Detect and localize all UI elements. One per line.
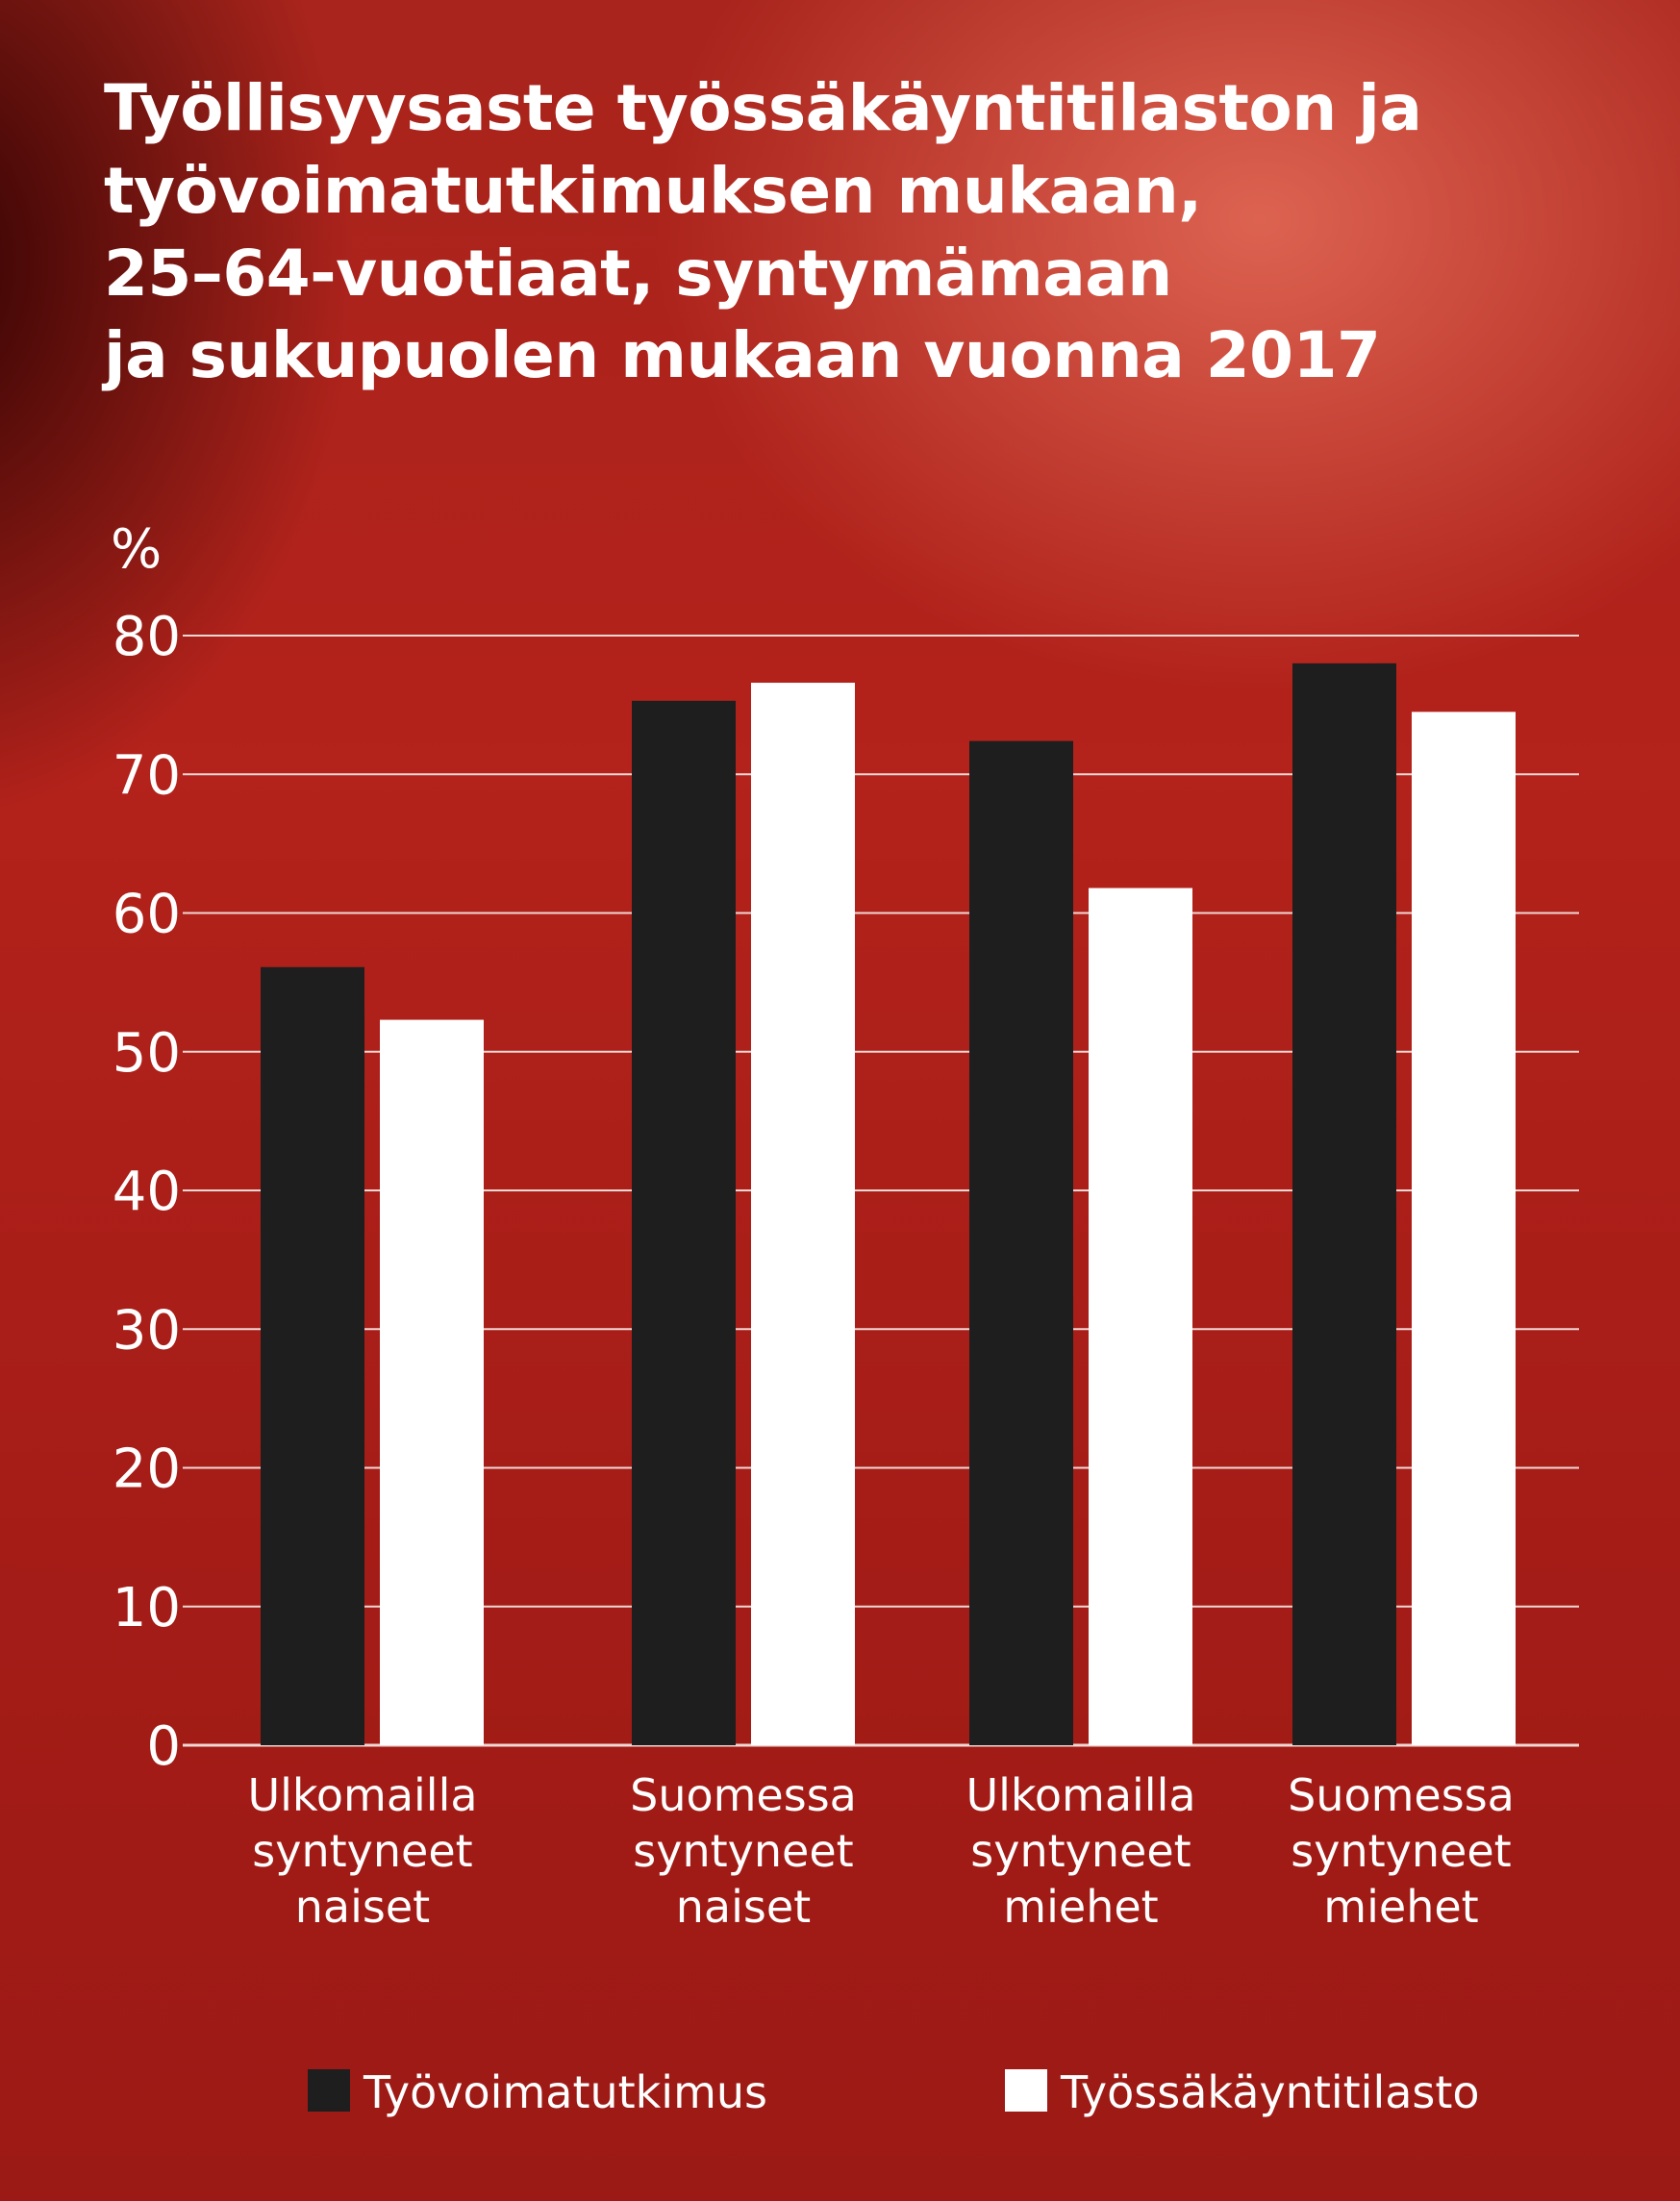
y-tick-label: 30 bbox=[113, 1299, 181, 1362]
bar-tyovoimatutkimus bbox=[1292, 663, 1396, 1745]
bar-tyovoimatutkimus bbox=[261, 966, 364, 1745]
title-line: 25–64-vuotiaat, syntymämaan bbox=[104, 236, 1172, 311]
title-line: työvoimatutkimuksen mukaan, bbox=[104, 153, 1202, 228]
title-line: Työllisyysaste työssäkäyntitilaston ja bbox=[104, 71, 1422, 145]
x-category-label: Suomessa syntyneet naiset bbox=[630, 1769, 857, 1933]
bar-tyossakayntitilasto bbox=[751, 683, 855, 1746]
y-axis-label: % bbox=[111, 518, 162, 581]
x-category-label: Ulkomailla syntyneet miehet bbox=[965, 1769, 1195, 1933]
y-tick-label: 20 bbox=[113, 1438, 181, 1501]
legend-swatch bbox=[308, 2069, 350, 2112]
bar-tyossakayntitilasto bbox=[380, 1019, 484, 1745]
title-line: ja sukupuolen mukaan vuonna 2017 bbox=[104, 318, 1381, 393]
y-tick-label: 70 bbox=[113, 744, 181, 807]
y-tick-label: 80 bbox=[113, 606, 181, 668]
y-tick-label: 0 bbox=[146, 1715, 181, 1778]
x-category-label: Ulkomailla syntyneet naiset bbox=[247, 1769, 477, 1933]
bar-tyovoimatutkimus bbox=[632, 700, 736, 1745]
bar-tyossakayntitilasto bbox=[1412, 712, 1516, 1745]
y-tick-label: 50 bbox=[113, 1022, 181, 1085]
y-tick-label: 10 bbox=[113, 1577, 181, 1639]
y-tick-label: 40 bbox=[113, 1161, 181, 1223]
bar-tyovoimatutkimus bbox=[969, 740, 1073, 1745]
y-tick-label: 60 bbox=[113, 884, 181, 946]
legend-label: Työssäkäyntitilasto bbox=[1060, 2066, 1480, 2118]
chart-title: Työllisyysaste työssäkäyntitilaston ja t… bbox=[104, 67, 1546, 397]
x-category-label: Suomessa syntyneet miehet bbox=[1288, 1769, 1515, 1933]
legend-swatch bbox=[1005, 2069, 1047, 2112]
bar-tyossakayntitilasto bbox=[1089, 888, 1192, 1745]
legend-label: Työvoimatutkimus bbox=[363, 2066, 767, 2118]
